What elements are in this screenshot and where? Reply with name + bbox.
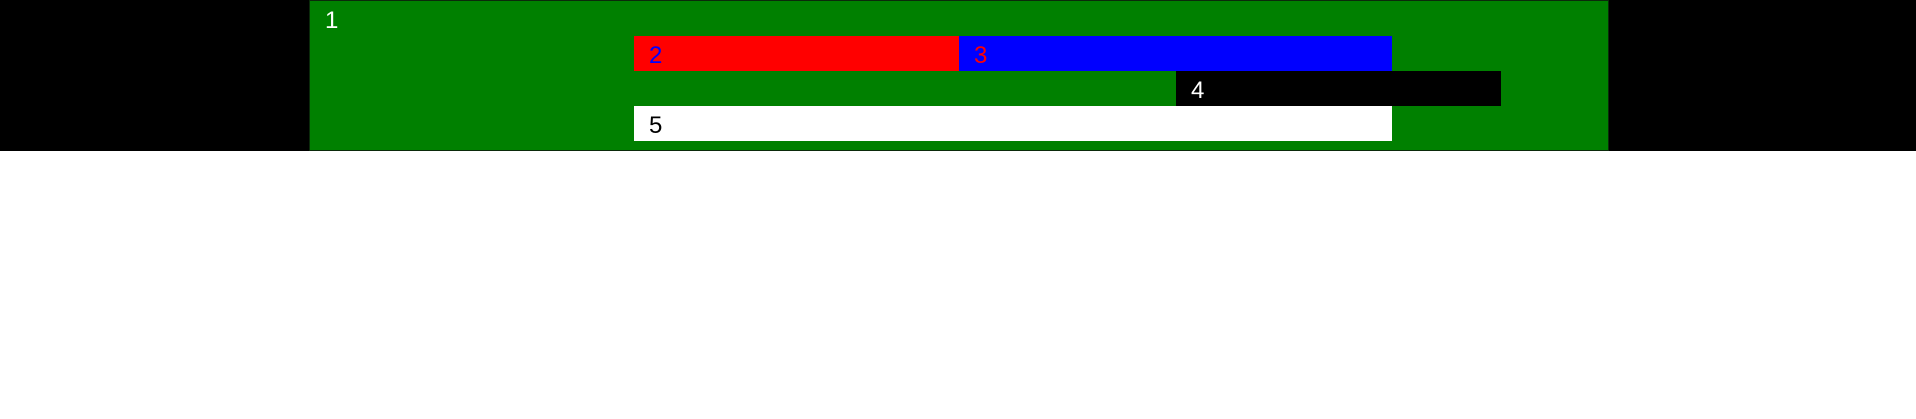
box-1-label: 1: [325, 7, 339, 34]
box-2: 2: [634, 36, 959, 71]
box-2-label: 2: [649, 42, 663, 69]
box-4: 4: [1176, 71, 1501, 106]
box-5-label: 5: [649, 112, 663, 139]
box-4-label: 4: [1191, 77, 1205, 104]
box-3: 3: [959, 36, 1392, 71]
box-3-label: 3: [974, 42, 988, 69]
box-5: 5: [634, 106, 1392, 141]
